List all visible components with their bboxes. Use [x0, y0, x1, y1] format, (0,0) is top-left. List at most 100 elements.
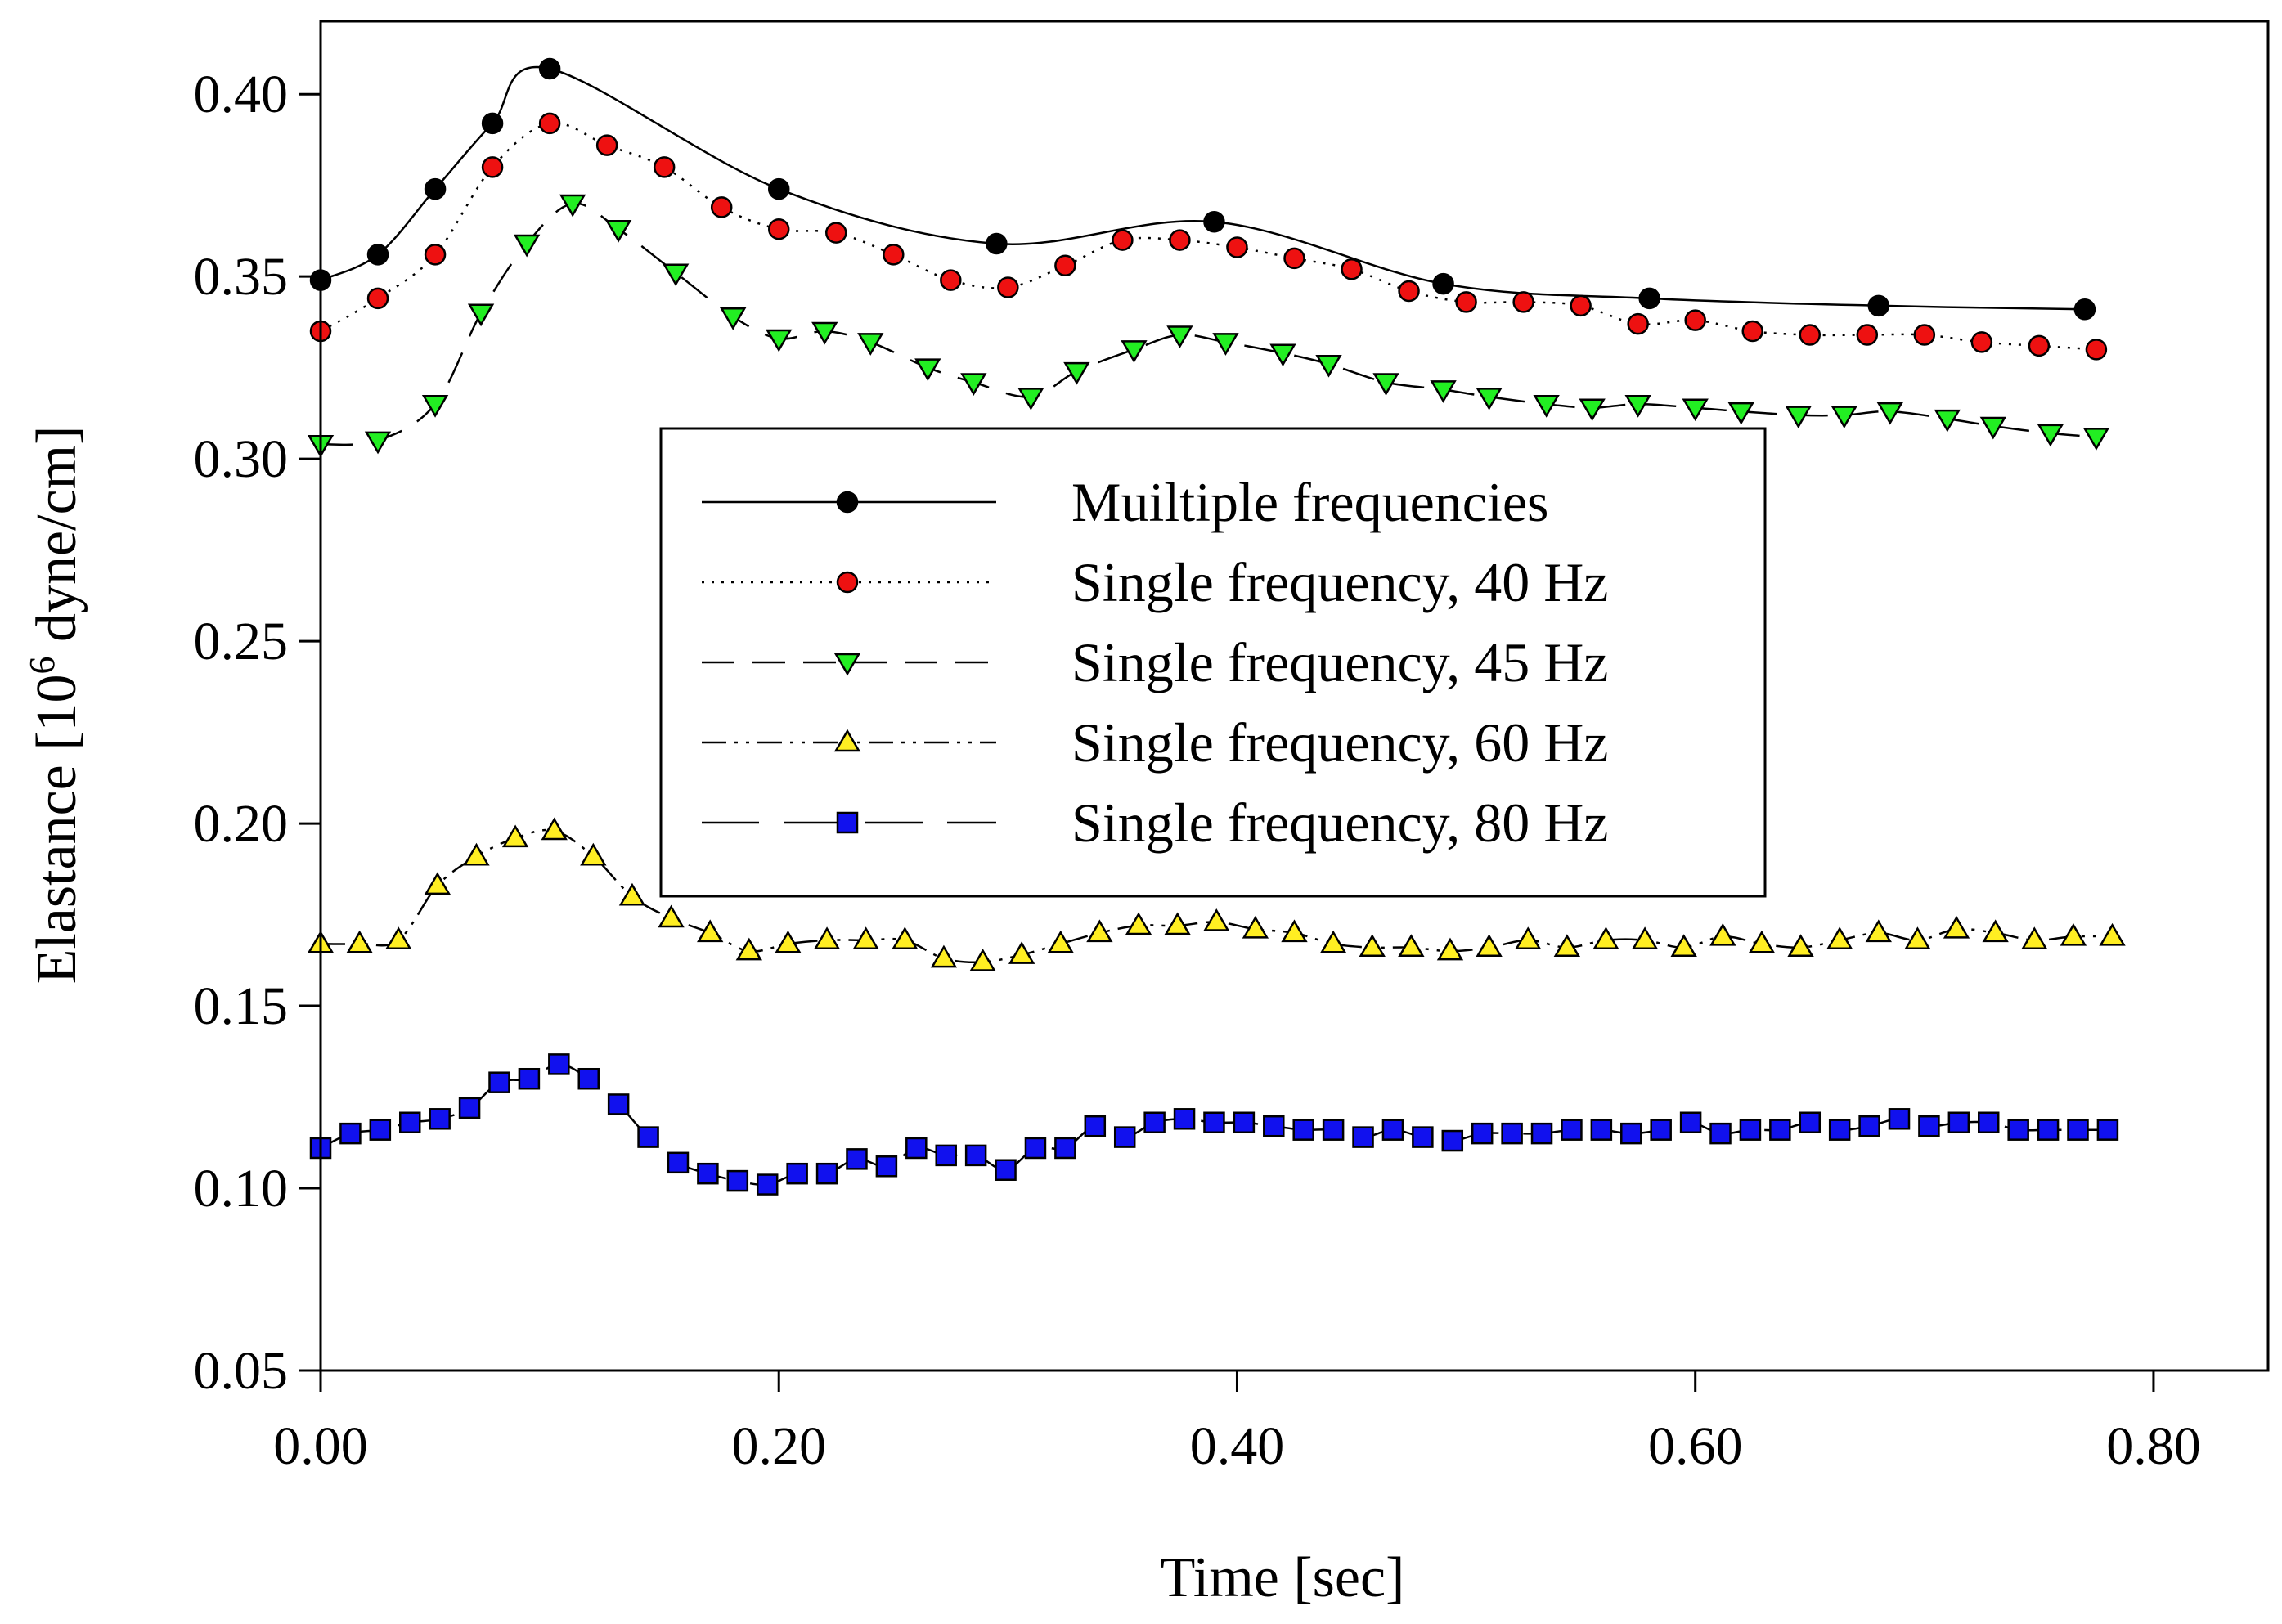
data-point	[1017, 388, 1044, 410]
series-5	[309, 1053, 2119, 1196]
data-point	[1739, 1119, 1762, 1141]
data-point	[1679, 1111, 1702, 1134]
data-point	[1283, 247, 1305, 270]
data-point	[595, 134, 618, 156]
data-point	[604, 219, 632, 243]
data-point	[1533, 394, 1560, 418]
data-point	[548, 1053, 570, 1075]
data-point	[1455, 291, 1477, 313]
data-point	[364, 431, 392, 455]
data-point	[766, 329, 793, 352]
data-point	[424, 872, 451, 895]
data-point	[846, 1148, 868, 1170]
data-point	[1086, 919, 1113, 943]
data-point	[1799, 1111, 1822, 1134]
data-point	[1315, 354, 1342, 378]
data-point	[1913, 324, 1936, 346]
data-point	[538, 112, 561, 135]
data-point	[1203, 1111, 1225, 1134]
x-tick-label: 0.60	[1648, 1416, 1743, 1476]
y-axis-label-superscript: 6	[22, 656, 62, 674]
data-point	[1471, 1122, 1494, 1145]
data-point	[1430, 380, 1457, 403]
plot-area-frame	[319, 20, 2270, 1372]
legend-marker	[833, 729, 861, 752]
data-point	[653, 156, 676, 178]
data-point	[580, 842, 607, 866]
x-axis-label: Time [sec]	[1161, 1546, 1405, 1609]
data-point	[658, 904, 685, 928]
data-point	[2082, 428, 2110, 451]
data-point	[2096, 1119, 2119, 1141]
data-point	[1709, 922, 1736, 946]
data-point	[1173, 1108, 1196, 1130]
data-point	[1024, 1137, 1047, 1160]
data-point	[1561, 1119, 1583, 1141]
data-point	[424, 244, 447, 266]
data-point	[710, 196, 733, 218]
data-point	[1121, 340, 1148, 363]
y-tick-label: 0.40	[194, 65, 289, 124]
data-point	[463, 842, 490, 866]
data-point	[1579, 398, 1606, 422]
data-point	[1352, 1126, 1374, 1148]
data-point	[1084, 1115, 1107, 1137]
data-point	[1530, 1122, 1553, 1145]
data-point	[1982, 919, 2009, 943]
data-point	[1979, 416, 2007, 440]
data-point	[346, 930, 373, 953]
data-point	[1476, 934, 1503, 957]
x-tick-label: 0.20	[731, 1416, 826, 1476]
data-point	[1054, 254, 1076, 277]
data-point	[1670, 934, 1697, 957]
data-point	[2073, 298, 2096, 321]
data-point	[1826, 926, 1853, 950]
data-point	[1785, 406, 1812, 429]
data-point	[697, 1162, 719, 1185]
legend-label: Single frequency, 80 Hz	[1071, 792, 1609, 854]
data-point	[1947, 1111, 1970, 1134]
axes: 0.05 0.10 0.15 0.20 0.25 0.30 0.35 0.40 0.00 0.20…	[194, 65, 2201, 1476]
data-point	[2021, 926, 2048, 950]
data-point	[2067, 1119, 2089, 1141]
data-point	[1624, 394, 1651, 418]
data-point	[663, 263, 690, 287]
data-point	[1831, 406, 1857, 429]
data-point	[1876, 402, 1903, 425]
data-point	[2007, 1119, 2029, 1141]
data-point	[1226, 236, 1248, 258]
data-point	[1865, 919, 1892, 943]
data-point	[767, 218, 790, 240]
data-point	[1212, 333, 1239, 356]
legend-entry: Single frequency, 60 Hz	[702, 711, 1609, 774]
data-point	[1709, 1122, 1732, 1145]
data-point	[1970, 331, 1993, 353]
data-point	[935, 1144, 957, 1167]
legend-entry: Single frequency, 45 Hz	[702, 631, 1609, 693]
data-point	[1684, 309, 1706, 331]
x-tick-label: 0.00	[273, 1416, 368, 1476]
data-point	[735, 937, 762, 961]
legend-marker	[833, 653, 861, 676]
data-point	[1638, 287, 1660, 310]
data-point	[1143, 1111, 1166, 1134]
y-axis-label: Elastance [106 dyne/cm]	[22, 426, 88, 985]
data-point	[875, 1155, 898, 1178]
data-point	[1943, 915, 1970, 939]
data-point	[637, 1126, 659, 1148]
data-point	[1441, 1129, 1464, 1152]
data-point	[1476, 388, 1503, 410]
data-point	[421, 394, 449, 418]
data-point	[458, 1097, 481, 1119]
data-point	[813, 926, 841, 950]
data-point	[1650, 1119, 1672, 1141]
data-point	[538, 57, 561, 80]
legend-label: Muiltiple frequencies	[1071, 471, 1548, 533]
data-point	[1978, 1111, 2000, 1134]
data-point	[1787, 934, 1814, 957]
data-point	[1269, 343, 1296, 367]
legend-label: Single frequency, 45 Hz	[1071, 631, 1609, 693]
data-point	[914, 358, 941, 382]
data-point	[398, 1111, 421, 1134]
data-point	[1627, 312, 1649, 335]
